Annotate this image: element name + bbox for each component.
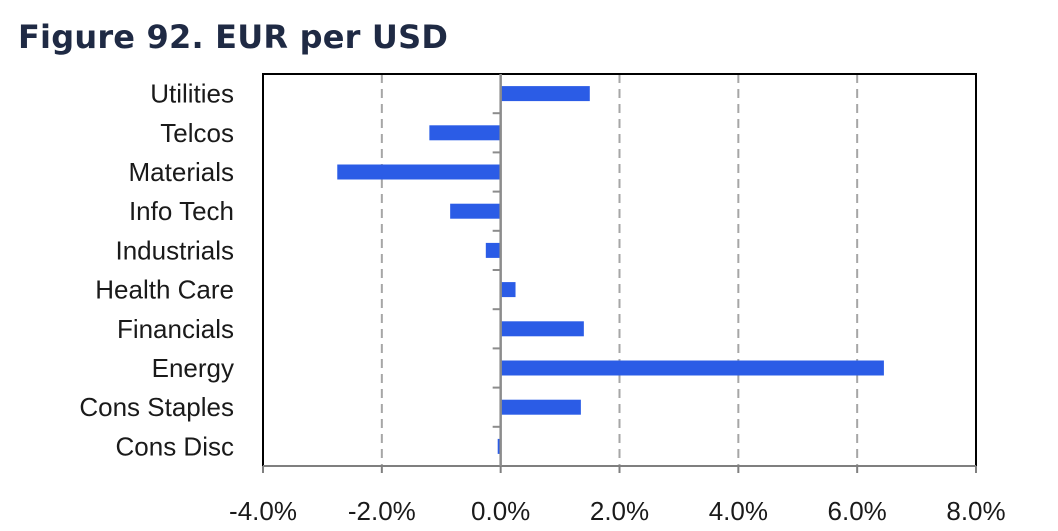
bar-cons-staples [500,399,581,415]
bar-industrials [485,242,501,258]
bar-info-tech [450,203,501,219]
x-tick-label: 4.0% [709,496,768,526]
x-tick-label: 6.0% [828,496,887,526]
bar-telcos [429,125,501,141]
x-tick-labels: -4.0% -2.0% 0.0% 2.0% 4.0% 6.0% 8.0% [229,496,1006,526]
bar-financials [500,321,584,337]
category-label: Health Care [95,275,234,305]
category-label: Materials [129,157,234,187]
axes [262,74,977,473]
category-label: Financials [117,314,234,344]
x-tick-label: 0.0% [471,496,530,526]
bar-health-care [500,282,516,298]
category-label: Cons Staples [79,392,234,422]
x-tick-label: 2.0% [590,496,649,526]
x-tick-label: 8.0% [946,496,1005,526]
category-labels: Utilities Telcos Materials Info Tech Industr… [79,79,234,462]
gridlines [380,74,859,466]
category-label: Cons Disc [116,431,234,461]
bar-utilities [500,86,590,102]
bar-cons-disc [497,438,501,454]
x-tick-label: -2.0% [348,496,416,526]
bar-materials [337,164,501,180]
category-label: Utilities [150,79,234,109]
category-label: Industrials [116,235,235,265]
category-label: Telcos [160,118,234,148]
chart-title: Figure 92. EUR per USD [18,18,449,56]
category-label: Info Tech [129,196,234,226]
x-tick-label: -4.0% [229,496,297,526]
category-label: Energy [152,353,234,383]
bars [337,86,884,454]
bar-energy [500,360,884,376]
